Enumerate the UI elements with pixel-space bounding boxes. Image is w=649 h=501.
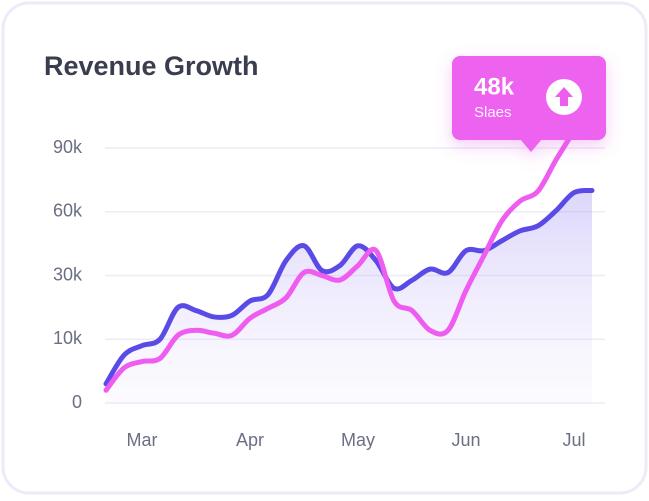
y-tick-label: 0 [72,392,82,412]
y-tick-label: 10k [53,328,83,348]
tooltip-value: 48k [474,73,515,100]
tooltip-label: Slaes [474,104,512,121]
x-tick-label: Mar [127,430,158,450]
tooltip-pointer [520,139,542,152]
tooltip [452,56,606,152]
x-tick-label: Apr [236,430,264,450]
y-tick-label: 60k [53,201,83,221]
line [103,128,577,393]
x-tick-label: May [341,430,375,450]
x-tick-label: Jun [451,430,480,450]
y-tick-label: 90k [53,137,83,157]
area [106,190,592,403]
chart-title: Revenue Growth [44,51,259,81]
line [103,187,595,387]
x-tick-label: Jul [562,430,585,450]
y-tick-label: 30k [53,264,83,284]
arrow-up-icon [555,87,573,106]
tooltip-box [452,56,606,140]
